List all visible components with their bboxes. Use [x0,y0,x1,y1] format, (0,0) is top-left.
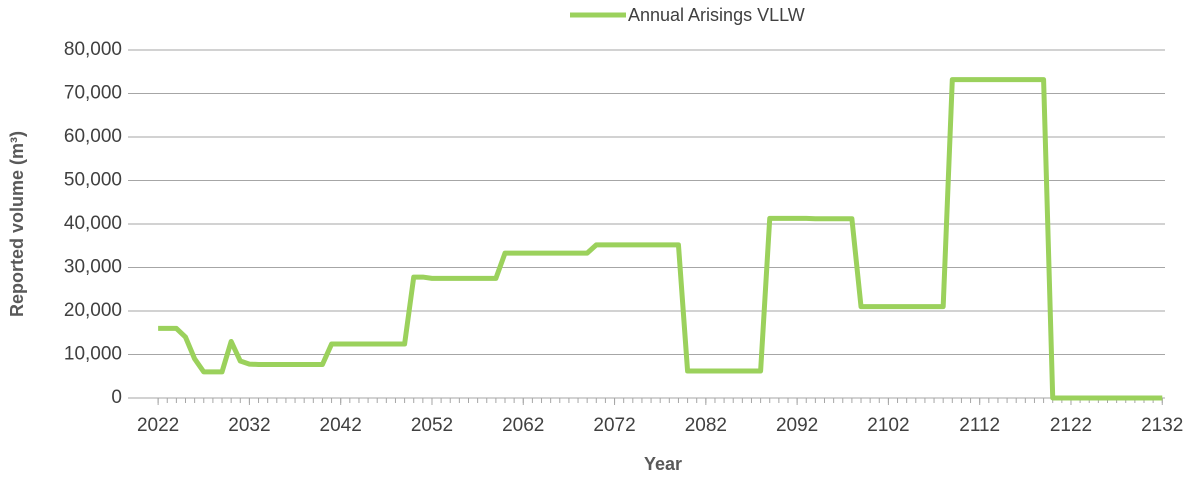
x-tick-label: 2042 [320,415,362,436]
x-tick-label: 2082 [685,415,727,436]
x-tick-label: 2092 [776,415,818,436]
x-tick-label: 2122 [1050,415,1092,436]
y-tick-label: 20,000 [64,300,122,321]
x-tick-label: 2102 [867,415,909,436]
y-tick-label: 10,000 [64,344,122,365]
x-tick-label: 2032 [228,415,270,436]
y-tick-label: 70,000 [64,83,122,104]
y-tick-label: 80,000 [64,39,122,60]
legend-label: Annual Arisings VLLW [628,5,805,25]
x-tick-label: 2072 [593,415,635,436]
x-tick-label: 2052 [411,415,453,436]
x-axis-title: Year [644,454,682,474]
x-tick-label: 2062 [502,415,544,436]
y-tick-label: 50,000 [64,170,122,191]
x-tick-label: 2112 [959,415,1000,436]
y-tick-label: 40,000 [64,213,122,234]
x-tick-label: 2132 [1141,415,1183,436]
y-tick-label: 60,000 [64,126,122,147]
x-tick-label: 2022 [137,415,179,436]
data-line [158,77,1163,401]
y-tick-label: 0 [111,387,122,408]
y-tick-label: 30,000 [64,257,122,278]
y-axis-title: Reported volume (m³) [7,131,27,317]
